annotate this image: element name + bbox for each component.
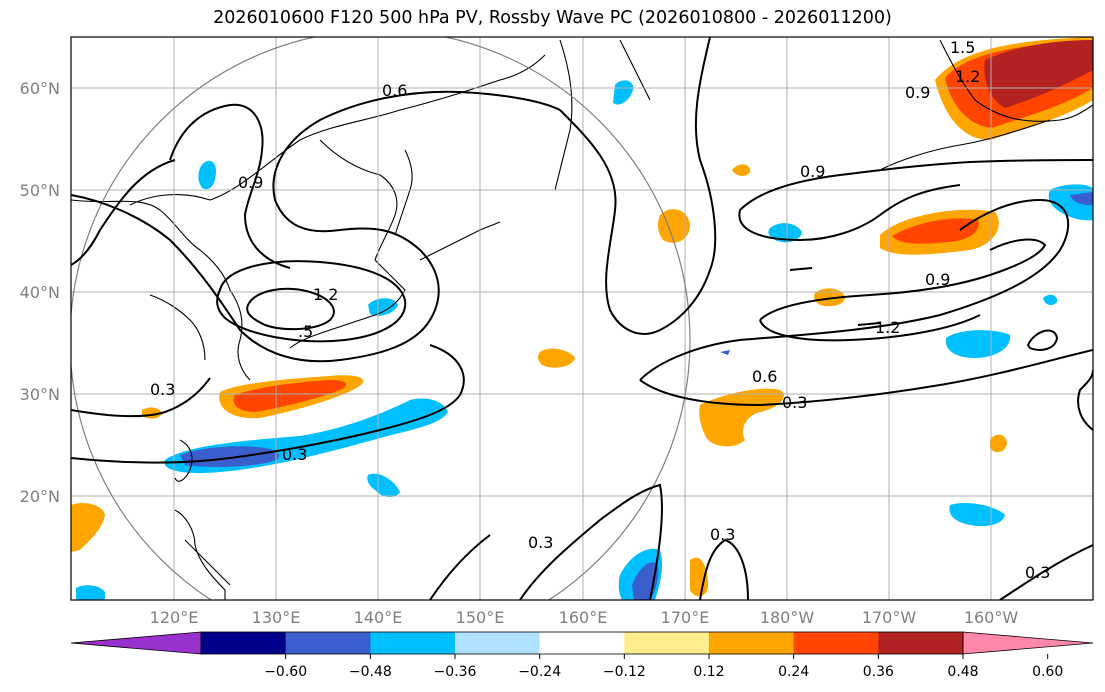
contour-label: 0.3 (150, 380, 175, 399)
lon-label: 170°W (862, 608, 917, 627)
contour-label: 0.9 (905, 83, 930, 102)
contour-label: 0.3 (710, 525, 735, 544)
lon-label: 130°E (252, 608, 301, 627)
range-circle (71, 37, 691, 600)
lon-label: 180°W (760, 608, 815, 627)
pv-contours (71, 37, 1093, 600)
graticule (71, 37, 1093, 600)
lat-label: 50°N (20, 181, 60, 200)
colorbar-segment (539, 632, 625, 654)
lon-label: 170°E (661, 608, 710, 627)
colorbar-tick-label: 0.60 (1032, 664, 1063, 680)
contour-label: 0.3 (782, 393, 807, 412)
contour-label: .5 (298, 322, 313, 341)
lat-label: 40°N (20, 283, 60, 302)
pc-shading (71, 37, 1093, 600)
contour-label: 0.6 (752, 367, 777, 386)
colorbar-extend-low (70, 631, 202, 655)
colorbar-tick-label: −0.12 (603, 664, 646, 680)
colorbar-tick-label: −0.24 (518, 664, 561, 680)
colorbar-tick-label: 0.48 (947, 664, 978, 680)
colorbar-tick-label: −0.36 (434, 664, 477, 680)
colorbar-segment (878, 632, 964, 654)
contour-label: 0.3 (282, 445, 307, 464)
coastlines (71, 39, 1093, 600)
longitude-labels: 120°E 130°E 140°E 150°E 160°E 170°E 180°… (150, 608, 1019, 627)
map-frame (70, 36, 1094, 601)
colorbar-tick-label: 0.24 (778, 664, 809, 680)
colorbar-segment (793, 632, 879, 654)
contour-label: 1.2 (313, 285, 338, 304)
colorbar-tick-label: 0.36 (863, 664, 894, 680)
colorbar-outline (200, 631, 964, 655)
lon-label: 150°E (456, 608, 505, 627)
contour-label: 0.9 (800, 162, 825, 181)
lon-label: 160°E (559, 608, 608, 627)
colorbar-tick-label: −0.48 (349, 664, 392, 680)
contour-label: 0.9 (238, 173, 263, 192)
colorbar-segment (201, 632, 287, 654)
contour-labels: 1.5 1.2 0.9 0.6 0.9 0.9 0.9 1.2 1.2 .5 0… (150, 38, 1050, 582)
colorbar-tick-label: 0.12 (693, 664, 724, 680)
contour-label: 0.9 (925, 270, 950, 289)
colorbar-segment (370, 632, 456, 654)
colorbar-segment (709, 632, 795, 654)
colorbar: −0.60 −0.48 −0.36 −0.24 −0.12 0.12 0.24 0.36 0.4… (70, 631, 1094, 680)
latitude-labels: 60°N 50°N 40°N 30°N 20°N (20, 79, 60, 506)
lat-label: 20°N (20, 487, 60, 506)
colorbar-extend-high (962, 631, 1094, 655)
colorbar-segment (624, 632, 710, 654)
contour-label: 1.2 (875, 318, 900, 337)
contour-label: 0.6 (382, 81, 407, 100)
contour-label: 0.3 (528, 533, 553, 552)
contour-label: 0.3 (1025, 563, 1050, 582)
contour-label: 1.2 (955, 67, 980, 86)
colorbar-tick-label: −0.60 (264, 664, 307, 680)
plot-title: 2026010600 F120 500 hPa PV, Rossby Wave … (213, 8, 892, 28)
colorbar-segment (455, 632, 541, 654)
colorbar-segment (285, 632, 371, 654)
lat-label: 60°N (20, 79, 60, 98)
lon-label: 140°E (354, 608, 403, 627)
lon-label: 120°E (150, 608, 199, 627)
contour-label: 1.5 (950, 38, 975, 57)
lon-label: 160°W (964, 608, 1019, 627)
lat-label: 30°N (20, 385, 60, 404)
